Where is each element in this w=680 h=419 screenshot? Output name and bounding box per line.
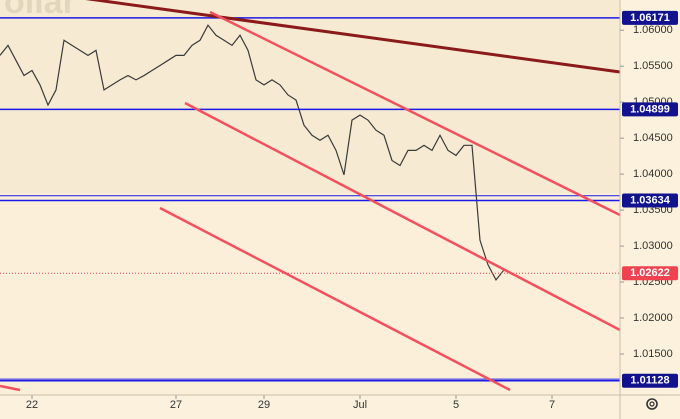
x-tick-label: 22 (26, 399, 38, 411)
y-tick-label: 1.06000 (633, 24, 673, 36)
level-label: 1.01128 (630, 375, 669, 387)
price-line (0, 24, 513, 281)
y-tick-label: 1.05500 (633, 60, 673, 72)
current-price-box (622, 266, 678, 281)
x-tick-label: 7 (549, 399, 555, 411)
watermark: ollar (4, 0, 76, 21)
gear-center[interactable] (649, 401, 655, 407)
level-box (622, 193, 678, 208)
level-label: 1.04899 (630, 103, 670, 115)
y-tick-label: 1.02000 (633, 312, 673, 324)
lower-zone (0, 193, 620, 395)
level-box (622, 102, 678, 117)
level-box (622, 373, 678, 388)
channel-line (184, 101, 621, 332)
y-tick-label: 1.03000 (633, 240, 673, 252)
current-price-label: 1.02622 (630, 267, 670, 279)
level-label: 1.06171 (630, 12, 670, 24)
x-tick-label: 27 (170, 399, 182, 411)
x-tick-label: 5 (453, 399, 459, 411)
x-tick-label: 29 (258, 399, 270, 411)
y-tick-label: 1.04000 (633, 168, 673, 180)
y-tick-label: 1.04500 (633, 132, 673, 144)
level-label: 1.03634 (630, 194, 671, 206)
price-axis (620, 0, 680, 419)
channel-line (0, 384, 21, 392)
level-box (622, 10, 678, 25)
channel-line (209, 10, 621, 217)
channel-line (159, 206, 511, 392)
gear[interactable] (646, 398, 658, 410)
settings-icon[interactable] (646, 398, 658, 410)
y-tick-label: 1.01500 (633, 348, 673, 360)
upper-zone (0, 0, 620, 193)
x-tick-label: Jul (353, 399, 367, 411)
time-axis (0, 395, 620, 419)
trend-line (85, 0, 621, 74)
